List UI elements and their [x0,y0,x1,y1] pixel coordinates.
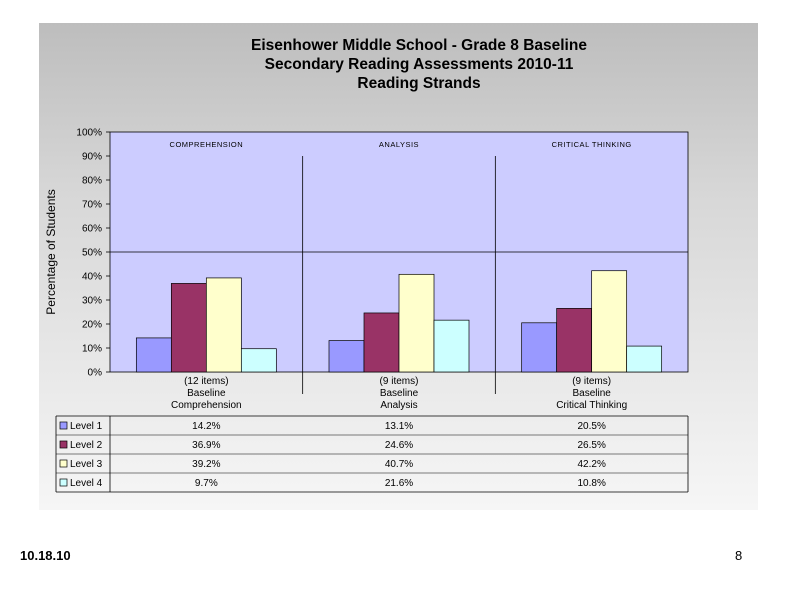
bar-level-1 [328,340,365,373]
data-label: 9.7% [195,478,218,489]
section-label: COMPREHENSION [170,140,244,149]
data-label: 24.6% [385,440,413,451]
category-label: Baseline [572,388,611,399]
y-tick-label: 10% [82,344,102,355]
legend-label: Level 1 [70,421,103,432]
legend-swatch-level-2 [59,440,68,449]
bar-level-3 [591,270,628,373]
y-tick-label: 30% [82,296,102,307]
y-tick-label: 80% [82,176,102,187]
bar-level-3 [398,273,435,373]
category-label: Baseline [380,388,419,399]
page-number: 8 [735,548,743,563]
bar-level-1 [521,322,558,373]
bar-level-2 [363,312,400,373]
y-tick-label: 50% [82,248,102,259]
slide-date: 10.18.10 [20,548,71,563]
y-tick-label: 90% [82,152,102,163]
chart-title-line-1: Eisenhower Middle School - Grade 8 Basel… [251,37,587,54]
section-label: CRITICAL THINKING [552,140,632,149]
legend-label: Level 2 [70,440,103,451]
category-label: (9 items) [572,376,611,387]
bar-level-2 [556,308,593,373]
data-label: 13.1% [385,421,413,432]
data-label: 40.7% [385,459,413,470]
data-label: 42.2% [577,459,605,470]
y-tick-label: 20% [82,320,102,331]
data-label: 26.5% [577,440,605,451]
data-label: 21.6% [385,478,413,489]
category-label: Analysis [380,400,417,411]
bar-level-4 [626,345,663,373]
y-tick-label: 0% [88,368,103,379]
data-label: 39.2% [192,459,220,470]
category-label: (12 items) [184,376,228,387]
category-label: Critical Thinking [556,400,627,411]
bar-level-2 [170,283,207,373]
chart-title-line-2: Secondary Reading Assessments 2010-11 [264,56,574,73]
data-label: 36.9% [192,440,220,451]
y-tick-label: 100% [76,128,102,139]
bar-level-3 [205,277,242,373]
chart-title: Eisenhower Middle School - Grade 8 Basel… [39,36,799,93]
y-tick-label: 60% [82,224,102,235]
bar-level-4 [433,319,470,373]
data-label: 20.5% [577,421,605,432]
y-tick-label: 70% [82,200,102,211]
category-label: Baseline [187,388,226,399]
category-label: Comprehension [171,400,242,411]
legend-label: Level 4 [70,478,103,489]
legend-swatch-level-4 [59,478,68,487]
section-label: ANALYSIS [379,140,419,149]
data-label: 10.8% [577,478,605,489]
bar-level-1 [135,337,172,373]
legend-label: Level 3 [70,459,103,470]
category-label: (9 items) [380,376,419,387]
data-label: 14.2% [192,421,220,432]
chart-title-line-3: Reading Strands [357,75,481,92]
legend-swatch-level-3 [59,459,68,468]
y-axis-label: Percentage of Students [44,189,58,314]
y-tick-label: 40% [82,272,102,283]
legend-swatch-level-1 [59,421,68,430]
bar-level-4 [240,348,277,373]
